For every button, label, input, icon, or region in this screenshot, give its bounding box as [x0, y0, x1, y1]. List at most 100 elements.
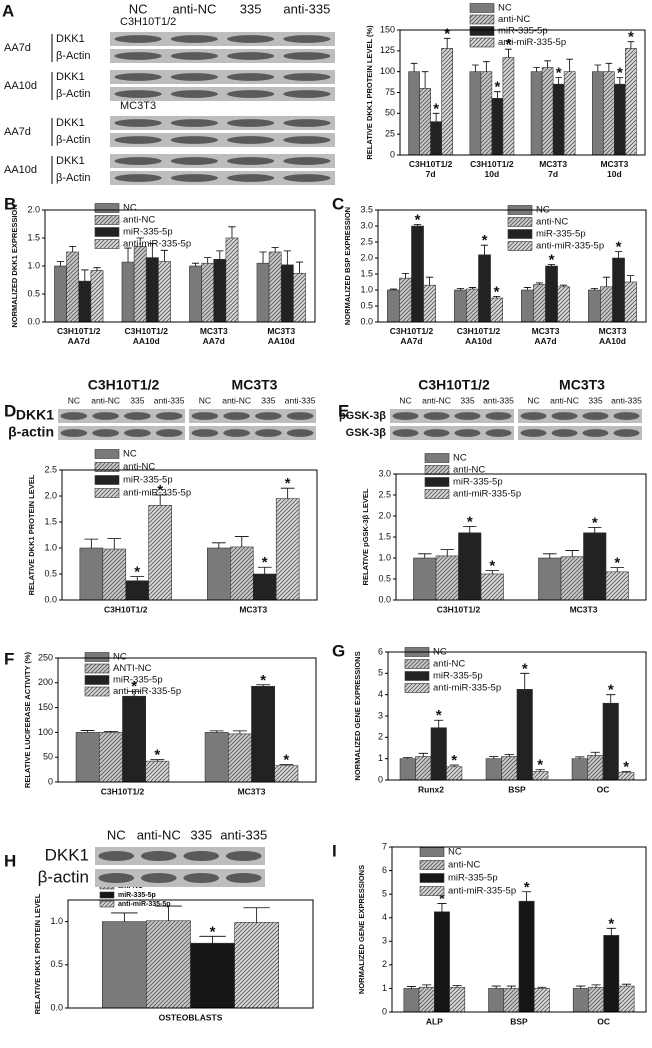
- blot-strip: [95, 869, 265, 887]
- significance-star: *: [556, 64, 562, 81]
- y-tick-label: 5: [378, 668, 383, 678]
- significance-star: *: [628, 29, 634, 46]
- significance-star: *: [467, 513, 473, 530]
- error-bar: [422, 984, 432, 988]
- blot-strip: [58, 426, 185, 440]
- lane-label: anti-335: [285, 395, 316, 405]
- y-tick-label: 4: [378, 689, 383, 699]
- panel: A 0 25 50 75 100 125 150 RELATIVE DKK1 PROTEIN L…: [2, 1, 646, 179]
- significance-star: *: [608, 682, 614, 699]
- error-bar: [153, 494, 168, 506]
- bar: [592, 71, 604, 156]
- x-tick-label: C3H10T1/2 7d: [409, 159, 453, 179]
- legend-swatch: [404, 659, 430, 669]
- bar: [293, 272, 306, 323]
- error-bar: [606, 927, 616, 936]
- bar: [252, 573, 277, 601]
- x-tick-label: MC3T3: [238, 786, 266, 796]
- error-bar: [575, 756, 585, 759]
- bar: [441, 48, 453, 156]
- bar: [399, 277, 412, 323]
- lane-label: anti-NC: [222, 395, 251, 405]
- bar: [490, 297, 503, 323]
- error-bar: [81, 269, 89, 282]
- bar: [213, 258, 227, 323]
- panel-letter: I: [332, 841, 337, 860]
- legend-swatch: [99, 891, 115, 899]
- legend-swatch: [469, 26, 495, 36]
- legend-swatch: [507, 217, 533, 227]
- blot-band: [286, 412, 314, 420]
- bar: [90, 270, 104, 323]
- legend-swatch: [419, 847, 445, 857]
- error-bar: [228, 226, 236, 238]
- bar: [587, 755, 604, 781]
- blot-band: [551, 429, 578, 437]
- error-bar: [150, 759, 165, 762]
- bar: [280, 264, 294, 323]
- lane-label: 335: [460, 395, 474, 405]
- error-bar: [103, 731, 118, 733]
- x-tick-label: C3H10T1/2: [437, 604, 481, 614]
- y-tick-label: 1.5: [27, 232, 40, 242]
- error-bar: [533, 67, 540, 72]
- legend-label: miR-335-5p: [498, 26, 548, 37]
- x-tick-label: MC3T3 AA10d: [267, 326, 295, 346]
- significance-star: *: [260, 672, 266, 689]
- lane-label: anti-335: [220, 827, 267, 842]
- panel-letter: E: [338, 401, 349, 420]
- legend-label: anti-miR-335-5p: [433, 683, 501, 694]
- bar: [538, 557, 562, 601]
- blot-band: [98, 872, 135, 884]
- significance-star: *: [283, 752, 289, 769]
- bar: [533, 284, 546, 323]
- blot-band: [155, 429, 183, 437]
- y-tick-label: 2.5: [360, 236, 373, 246]
- blot-band: [283, 73, 331, 81]
- error-bar: [124, 247, 132, 263]
- blot-band: [114, 174, 162, 182]
- lane-label: NC: [199, 395, 211, 405]
- bar: [478, 254, 491, 323]
- legend-label: NC: [123, 449, 137, 460]
- blot-band: [140, 872, 177, 884]
- y-axis-label: RELATIVE DKK1 PROTEIN LEVEL: [33, 893, 42, 1014]
- bar: [501, 756, 518, 781]
- lane-label: anti-335: [283, 1, 330, 16]
- plot-frame: [61, 469, 318, 601]
- error-bar: [234, 536, 249, 547]
- bar: [207, 547, 231, 601]
- bar: [158, 261, 171, 323]
- bar: [122, 695, 147, 783]
- error-bar: [434, 719, 444, 728]
- legend-swatch: [419, 886, 445, 896]
- plot-frame: [57, 657, 317, 783]
- blot-strip: [110, 70, 335, 84]
- bar: [572, 988, 589, 1013]
- legend-swatch: [94, 239, 120, 249]
- legend-label: anti-NC: [498, 14, 530, 25]
- y-tick-label: 25: [385, 129, 395, 139]
- blot-row-label: DKK1: [56, 117, 85, 129]
- x-tick-label: C3H10T1/2 AA10d: [125, 326, 169, 346]
- bar: [387, 289, 400, 323]
- legend-label: anti-NC: [536, 217, 568, 228]
- bar: [190, 942, 235, 1009]
- blot-row-label: GSK-3β: [346, 427, 387, 439]
- blot-row-label: β-Actin: [56, 134, 90, 146]
- error-bar: [535, 769, 545, 772]
- blot-group-title: MC3T3: [232, 377, 278, 393]
- error-bar: [504, 754, 514, 757]
- legend-swatch: [94, 227, 120, 237]
- y-tick-label: 0.5: [360, 300, 373, 310]
- blot-strip: [110, 49, 335, 63]
- error-bar: [565, 550, 579, 557]
- error-bar: [155, 905, 182, 921]
- error-bar: [468, 287, 477, 290]
- blot-band: [170, 73, 218, 81]
- y-axis-label: NORMALIZED DKK1 EXPRESSION: [10, 204, 19, 327]
- blot-strip: [110, 133, 335, 147]
- blot-group-title: C3H10T1/2: [88, 377, 160, 393]
- y-tick-label: 0: [390, 149, 395, 159]
- blot-band: [60, 429, 88, 437]
